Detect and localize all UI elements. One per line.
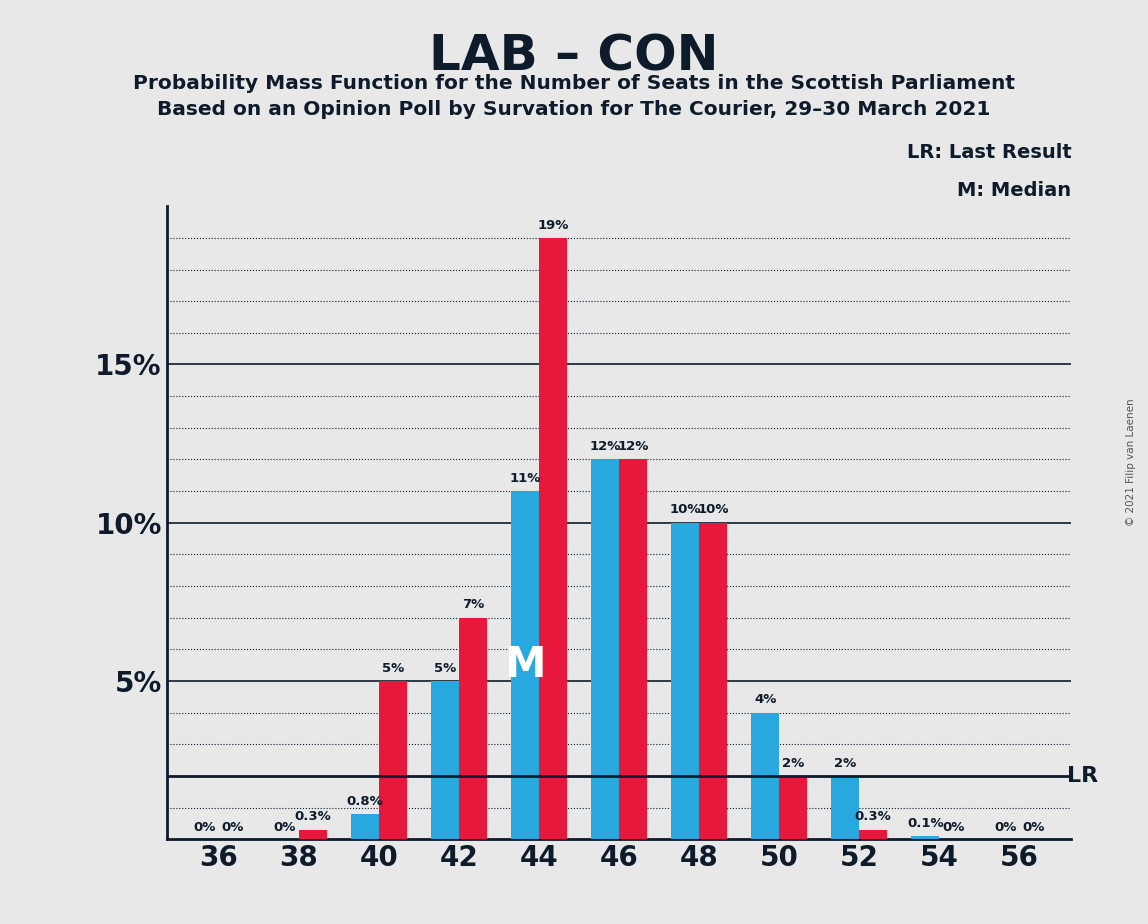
Bar	[351, 814, 379, 839]
Bar	[831, 776, 859, 839]
Text: 0%: 0%	[1022, 821, 1045, 834]
Text: 0.8%: 0.8%	[347, 795, 383, 808]
Bar	[859, 830, 887, 839]
Text: LR: Last Result: LR: Last Result	[907, 143, 1071, 162]
Text: 5%: 5%	[382, 662, 404, 675]
Text: 0%: 0%	[273, 821, 296, 834]
Bar	[540, 237, 567, 839]
Text: M: Median: M: Median	[957, 181, 1071, 200]
Bar	[619, 459, 647, 839]
Text: © 2021 Filip van Laenen: © 2021 Filip van Laenen	[1126, 398, 1135, 526]
Text: 0%: 0%	[943, 821, 964, 834]
Bar	[459, 617, 487, 839]
Bar	[751, 712, 779, 839]
Text: LR: LR	[1068, 766, 1099, 786]
Text: 5%: 5%	[434, 662, 456, 675]
Text: 0%: 0%	[222, 821, 245, 834]
Bar	[779, 776, 807, 839]
Bar	[379, 681, 406, 839]
Bar	[430, 681, 459, 839]
Text: 2%: 2%	[835, 757, 856, 770]
Text: 12%: 12%	[589, 440, 621, 453]
Text: 11%: 11%	[510, 472, 541, 485]
Text: 0.1%: 0.1%	[907, 817, 944, 830]
Text: M: M	[504, 644, 545, 687]
Bar	[672, 523, 699, 839]
Text: 4%: 4%	[754, 693, 776, 706]
Text: 10%: 10%	[697, 504, 729, 517]
Text: 0.3%: 0.3%	[855, 810, 892, 823]
Text: LAB – CON: LAB – CON	[429, 32, 719, 80]
Bar	[591, 459, 619, 839]
Text: 2%: 2%	[782, 757, 805, 770]
Text: Based on an Opinion Poll by Survation for The Courier, 29–30 March 2021: Based on an Opinion Poll by Survation fo…	[157, 100, 991, 119]
Text: Probability Mass Function for the Number of Seats in the Scottish Parliament: Probability Mass Function for the Number…	[133, 74, 1015, 93]
Bar	[699, 523, 727, 839]
Text: 7%: 7%	[461, 599, 484, 612]
Bar	[298, 830, 327, 839]
Bar	[912, 836, 939, 839]
Text: 0%: 0%	[994, 821, 1016, 834]
Text: 0%: 0%	[194, 821, 216, 834]
Text: 19%: 19%	[537, 219, 568, 232]
Text: 10%: 10%	[669, 504, 700, 517]
Bar	[511, 491, 540, 839]
Text: 12%: 12%	[618, 440, 649, 453]
Text: 0.3%: 0.3%	[294, 810, 332, 823]
